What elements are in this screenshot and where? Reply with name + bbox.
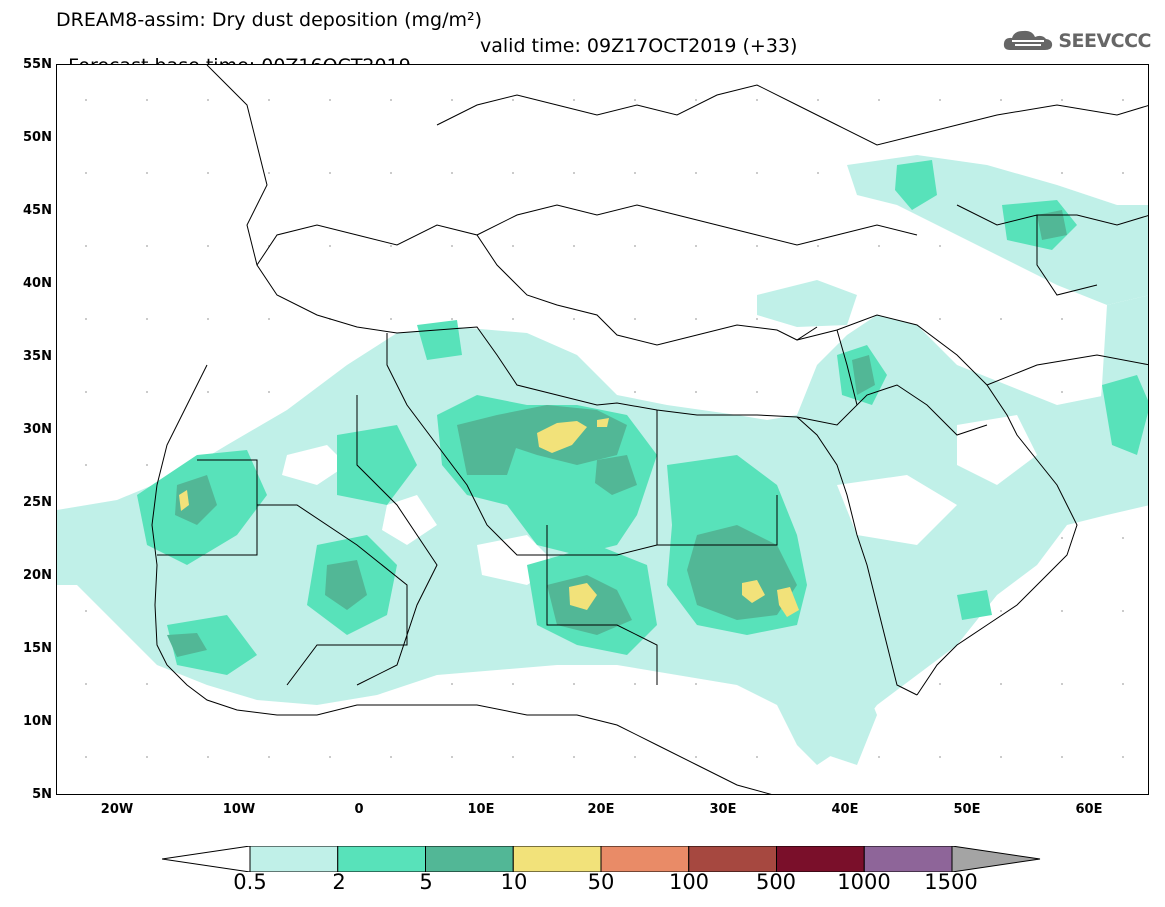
legend-label: 2 (332, 870, 346, 894)
lon-label: 20E (587, 802, 615, 817)
lat-label: 5N (32, 787, 52, 802)
lon-label: 50E (953, 802, 981, 817)
lon-label: 10W (222, 802, 256, 817)
colorbar-segment (249, 846, 339, 872)
lat-label: 10N (23, 714, 52, 729)
lon-label: 0 (354, 802, 364, 817)
contour-level-10 (179, 418, 799, 617)
lat-label: 25N (23, 495, 52, 510)
legend-label: 0.5 (233, 870, 267, 894)
legend-label: 500 (755, 870, 797, 894)
lon-label: 20W (100, 802, 134, 817)
map-panel (56, 64, 1149, 795)
legend-label: 100 (668, 870, 710, 894)
logo-text: SEEVCCC (1058, 30, 1151, 52)
legend-label: 50 (587, 870, 615, 894)
lat-label: 55N (23, 57, 52, 72)
lat-label: 45N (23, 203, 52, 218)
lon-label: 40E (831, 802, 859, 817)
lat-label: 40N (23, 276, 52, 291)
seevccc-logo: SEEVCCC (1002, 28, 1151, 54)
legend-label: 1500 (924, 870, 978, 894)
colorbar-segment (863, 846, 953, 872)
colorbar-segment (600, 846, 690, 872)
contour-gaps (282, 415, 1037, 585)
lon-label: 10E (467, 802, 495, 817)
colorbar-segment (688, 846, 777, 872)
colorbar (162, 846, 1041, 872)
cloud-icon (1004, 30, 1053, 50)
lon-label: 60E (1075, 802, 1103, 817)
valid-time: valid time: 09Z17OCT2019 (+33) (480, 35, 798, 57)
colorbar-segment (512, 846, 602, 872)
legend-label: 5 (419, 870, 433, 894)
lat-label: 30N (23, 422, 52, 437)
legend-label: 10 (500, 870, 528, 894)
colorbar-under-triangle (162, 846, 251, 872)
lat-label: 15N (23, 641, 52, 656)
colorbar-over-triangle (951, 846, 1041, 872)
colorbar-segment (337, 846, 426, 872)
coastlines-borders (151, 65, 1148, 794)
legend-label: 1000 (837, 870, 891, 894)
lat-label: 20N (23, 568, 52, 583)
dust-deposition-map (57, 65, 1148, 794)
map-title: DREAM8-assim: Dry dust deposition (mg/m²… (56, 9, 483, 31)
lat-label: 35N (23, 349, 52, 364)
colorbar-segment (776, 846, 865, 872)
colorbar-segment (425, 846, 514, 872)
lat-label: 50N (23, 130, 52, 145)
lon-label: 30E (709, 802, 737, 817)
